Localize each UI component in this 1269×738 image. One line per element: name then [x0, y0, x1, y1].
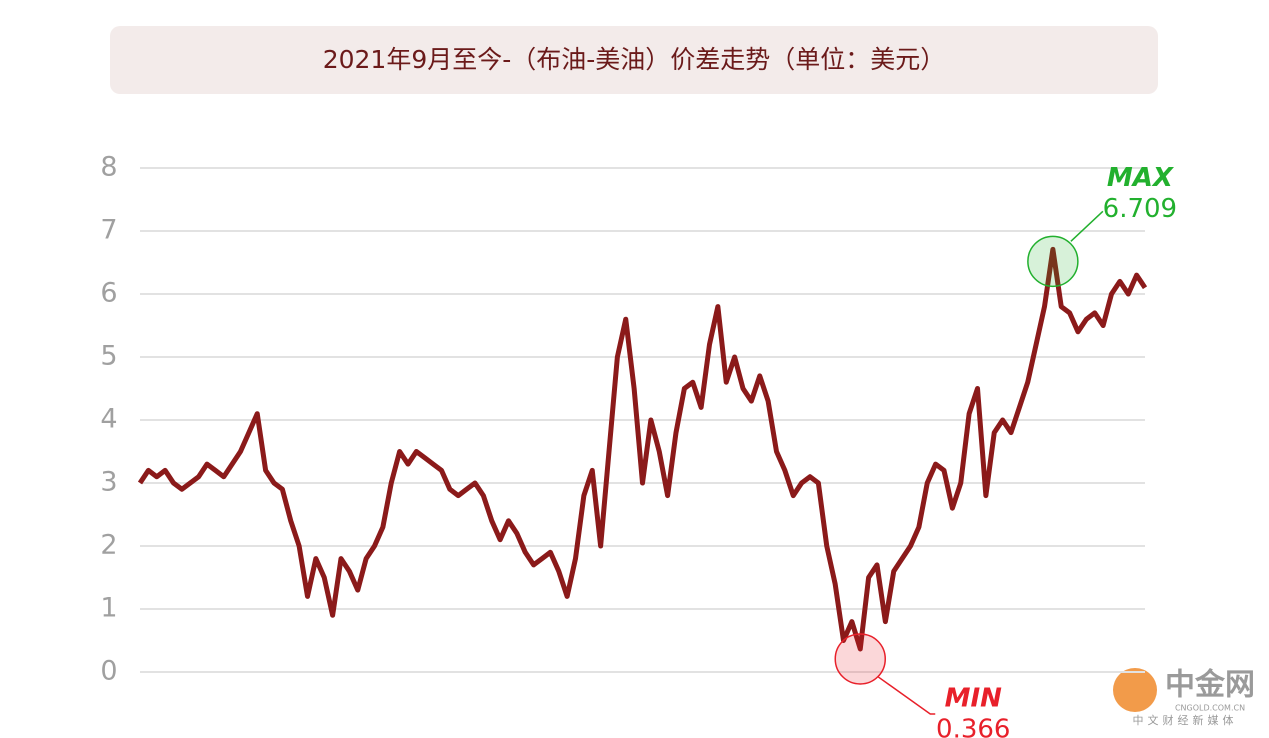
annotation-label: MAX: [1107, 163, 1175, 193]
title-box: [110, 26, 1158, 94]
annotation-leader: [1070, 210, 1104, 242]
y-tick-label: 3: [100, 467, 117, 498]
y-tick-label: 8: [100, 152, 117, 183]
watermark-slogan: 中文财经新媒体: [1133, 713, 1238, 727]
annotation-value: 0.366: [936, 714, 1010, 738]
y-tick-label: 7: [100, 215, 117, 246]
annotation-label: MIN: [945, 683, 1003, 713]
annotation-leader: [877, 676, 936, 715]
annotation-circle: [834, 633, 886, 685]
y-tick-label: 1: [100, 593, 117, 624]
chart-title: 2021年9月至今-（布油-美油）价差走势（单位：美元）: [323, 45, 946, 74]
annotation-circle: [1027, 235, 1079, 288]
y-tick-label: 5: [100, 341, 117, 372]
watermark: 中金网 CNGOLD.COM.CN 中文财经新媒体: [1113, 668, 1255, 727]
watermark-site: CNGOLD.COM.CN: [1175, 704, 1245, 713]
y-tick-label: 6: [100, 278, 117, 309]
y-tick-label: 2: [100, 530, 117, 561]
y-tick-label: 0: [100, 656, 117, 687]
annotation-value: 6.709: [1103, 194, 1177, 224]
watermark-logo: [1113, 668, 1157, 712]
y-tick-label: 4: [100, 404, 117, 435]
data-line: [137, 246, 1148, 652]
watermark-name: 中金网: [1165, 668, 1255, 703]
